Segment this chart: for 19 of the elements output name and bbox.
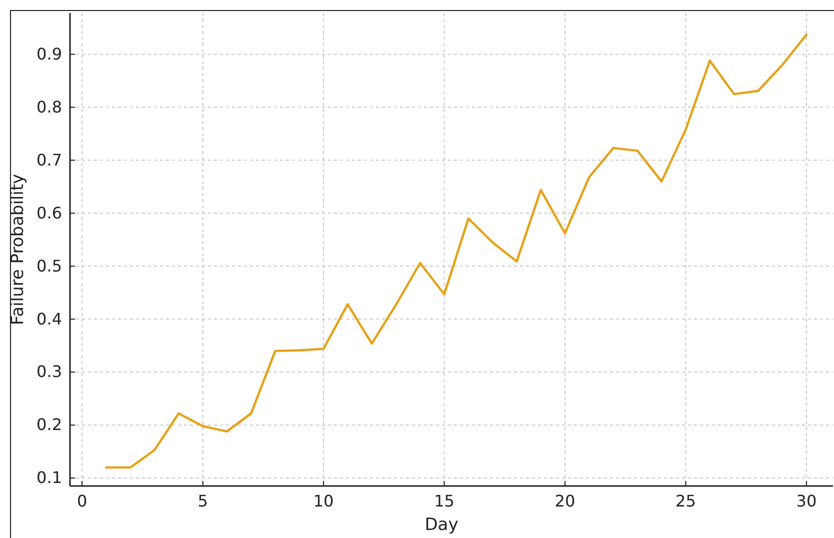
x-tick-label: 25 (676, 491, 696, 510)
x-tick-label: 15 (434, 491, 454, 510)
x-tick-label: 5 (198, 491, 208, 510)
x-axis-title: Day (424, 515, 458, 535)
y-tick-label: 0.1 (36, 468, 62, 488)
y-axis-title: Failure Probability (8, 174, 28, 326)
y-tick-label: 0.6 (36, 203, 62, 222)
x-tick-label: 0 (76, 491, 88, 510)
y-tick-label: 0.5 (36, 256, 62, 276)
y-tick-label: 0.4 (36, 309, 62, 328)
x-tick-label: 10 (313, 491, 334, 510)
x-tick-label: 30 (796, 491, 817, 510)
y-tick-label: 0.7 (36, 150, 62, 170)
y-tick-label: 0.2 (36, 415, 62, 434)
y-tick-label: 0.8 (36, 97, 62, 116)
line-series (105, 34, 808, 469)
x-tick-label: 20 (554, 491, 576, 510)
y-tick-label: 0.9 (36, 44, 62, 64)
y-tick-label: 0.3 (36, 362, 62, 382)
